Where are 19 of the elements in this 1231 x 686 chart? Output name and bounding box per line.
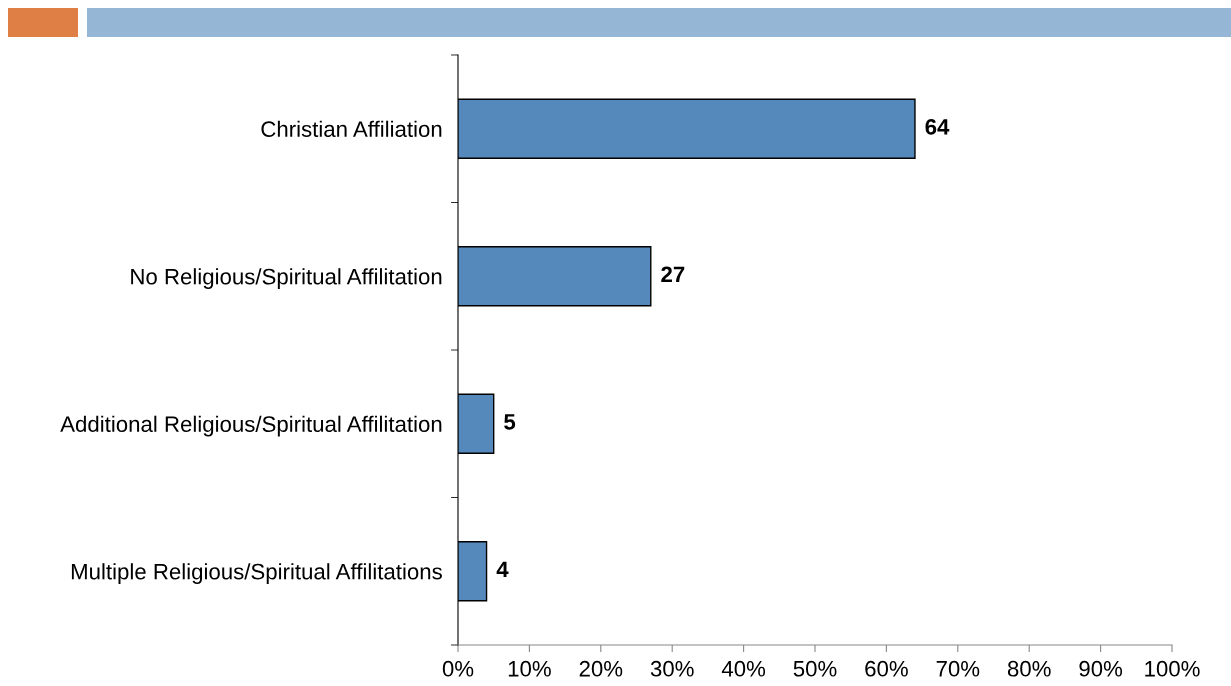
x-tick-label: 0% — [442, 660, 474, 677]
y-tick-label: Christian Affiliation — [261, 120, 442, 138]
x-tick-label: 90% — [1079, 660, 1123, 677]
x-tick-label: 20% — [579, 660, 623, 677]
y-tick-label: No Religious/Spiritual Affilitation — [131, 268, 442, 289]
x-tick-label: 10% — [508, 660, 551, 677]
x-tick-label: 100% — [1145, 660, 1200, 677]
data-label: 5 — [504, 414, 516, 430]
x-tick-label: 30% — [650, 660, 694, 677]
x-tick-label: 60% — [865, 660, 908, 677]
x-tick-label: 80% — [1007, 660, 1051, 677]
data-label: 27 — [661, 266, 685, 282]
x-tick-label: 50% — [793, 660, 837, 677]
y-tick-label: Additional Religious/Spiritual Affilitation — [60, 415, 442, 437]
data-label: 4 — [496, 561, 509, 577]
y-tick-label: Multiple Religious/Spiritual Affilitations — [71, 563, 442, 584]
data-label: 64 — [925, 118, 950, 135]
x-tick-label: 70% — [936, 660, 980, 677]
x-tick-label: 40% — [721, 660, 766, 677]
